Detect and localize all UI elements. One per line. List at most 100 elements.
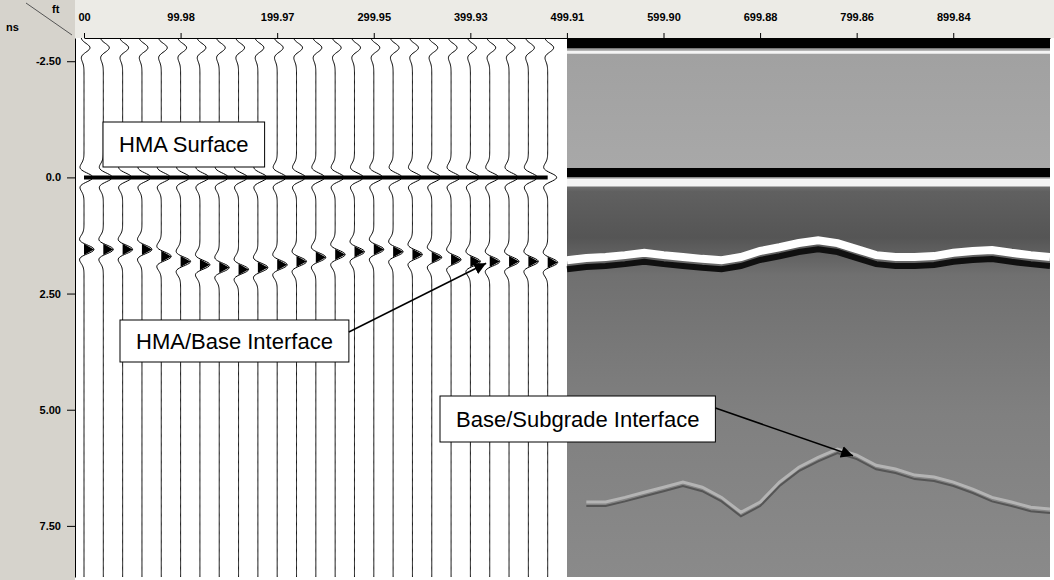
x-tick-mark [953, 33, 954, 38]
x-tick: 99.98 [167, 11, 195, 38]
wiggle-trace [427, 38, 441, 577]
x-tick: 00 [78, 11, 90, 38]
x-tick: 299.95 [357, 11, 391, 38]
pick-marker [161, 251, 171, 262]
wiggle-trace [543, 38, 557, 577]
pick-marker [258, 262, 268, 273]
wiggle-trace [176, 38, 190, 577]
wiggle-trace [505, 38, 519, 577]
x-tick-mark [277, 33, 278, 38]
wiggle-trace [157, 38, 171, 577]
pick-marker [219, 262, 229, 273]
x-tick-label: 799.86 [840, 11, 874, 23]
y-tick: 7.50 [40, 520, 75, 532]
pick-marker [548, 257, 558, 268]
y-tick-mark [67, 61, 75, 62]
radargram-figure: 00 99.98 199.97 299.95 399.93 499.91 599.90 699… [0, 0, 1054, 580]
wiggle-trace [485, 38, 499, 577]
y-tick: 0.0 [46, 171, 75, 183]
wiggle-trace [80, 38, 94, 577]
wiggle-trace [273, 38, 287, 577]
pick-marker [142, 244, 152, 255]
wiggle-trace [311, 38, 325, 577]
x-tick: 599.90 [647, 11, 681, 38]
wiggle-trace [137, 38, 151, 577]
annotation-arrow [715, 408, 853, 456]
pick-marker [239, 264, 249, 275]
annotation-box [120, 320, 349, 362]
x-tick-label: 299.95 [357, 11, 391, 23]
y-tick-mark [67, 177, 75, 178]
reflection-band [567, 38, 1050, 48]
wiggle-trace [524, 38, 538, 577]
wiggle-trace [292, 38, 306, 577]
pick-marker [451, 254, 461, 265]
plot-area [80, 38, 1050, 577]
interface-line [84, 175, 548, 179]
wiggle-trace [118, 38, 132, 577]
pick-marker [181, 256, 191, 267]
x-tick: 899.84 [937, 11, 972, 38]
wiggle-trace [350, 38, 364, 577]
x-tick: 499.91 [551, 11, 585, 38]
annotation-text: HMA/Base Interface [136, 329, 333, 354]
x-tick-label: 599.90 [647, 11, 681, 23]
annotation: HMA Surface [103, 122, 265, 167]
pick-marker [509, 256, 519, 267]
y-tick: 2.50 [40, 288, 75, 300]
x-tick-label: 199.97 [261, 11, 295, 23]
pick-marker [200, 259, 210, 270]
reflection-band-shadow [586, 453, 1050, 516]
wiggle-trace [331, 38, 345, 577]
wiggle-trace [195, 38, 209, 577]
y-tick-label: 5.00 [40, 404, 61, 416]
y-axis-line [75, 39, 76, 578]
x-tick-mark [664, 33, 665, 38]
x-tick-mark [374, 33, 375, 38]
x-tick-label: 899.84 [937, 11, 972, 23]
pick-marker [297, 256, 307, 267]
wiggle-trace [447, 38, 461, 577]
reflection-band [586, 449, 1050, 512]
y-tick-label: 7.50 [40, 520, 61, 532]
annotation-box [103, 122, 265, 167]
x-tick-mark [760, 33, 761, 38]
pick-marker [84, 244, 94, 255]
pick-marker [335, 249, 345, 260]
reflection-band [567, 240, 1050, 260]
y-tick-mark [67, 410, 75, 411]
wiggle-trace [253, 38, 267, 577]
chart-container: 00 99.98 199.97 299.95 399.93 499.91 599.90 699… [0, 0, 1054, 580]
annotation-arrow [349, 263, 486, 332]
pick-marker [528, 256, 538, 267]
x-tick-mark [470, 33, 471, 38]
x-tick-label: 699.88 [744, 11, 778, 23]
x-tick-label: 399.93 [454, 11, 488, 23]
wiggle-trace [215, 38, 229, 577]
reflection-band-shadow [567, 178, 1050, 186]
grayscale-panel [567, 38, 1050, 577]
reflection-band [567, 168, 1050, 177]
x-axis-line [85, 38, 1051, 39]
x-axis-title: ft [52, 3, 60, 15]
y-axis-title: ns [6, 21, 19, 33]
pick-marker [374, 244, 384, 255]
x-tick-label: 00 [78, 11, 90, 23]
left-ruler [0, 0, 75, 580]
x-tick-label: 99.98 [167, 11, 195, 23]
x-tick: 399.93 [454, 11, 488, 38]
wiggle-trace [466, 38, 480, 577]
top-ruler [0, 0, 1054, 38]
y-tick-label: 0.0 [46, 171, 61, 183]
wiggle-trace [408, 38, 422, 577]
pick-marker [354, 246, 364, 257]
x-tick: 699.88 [744, 11, 778, 38]
x-tick-mark [567, 33, 568, 38]
y-axis: -2.500.02.505.007.50 [36, 39, 76, 578]
x-tick: 199.97 [261, 11, 295, 38]
x-axis: 00 99.98 199.97 299.95 399.93 499.91 599.90 699… [78, 11, 1050, 39]
annotation-text: Base/Subgrade Interface [456, 407, 699, 432]
reflection-band-shadow [567, 51, 1050, 54]
x-tick-mark [84, 33, 85, 38]
x-tick-mark [181, 33, 182, 38]
